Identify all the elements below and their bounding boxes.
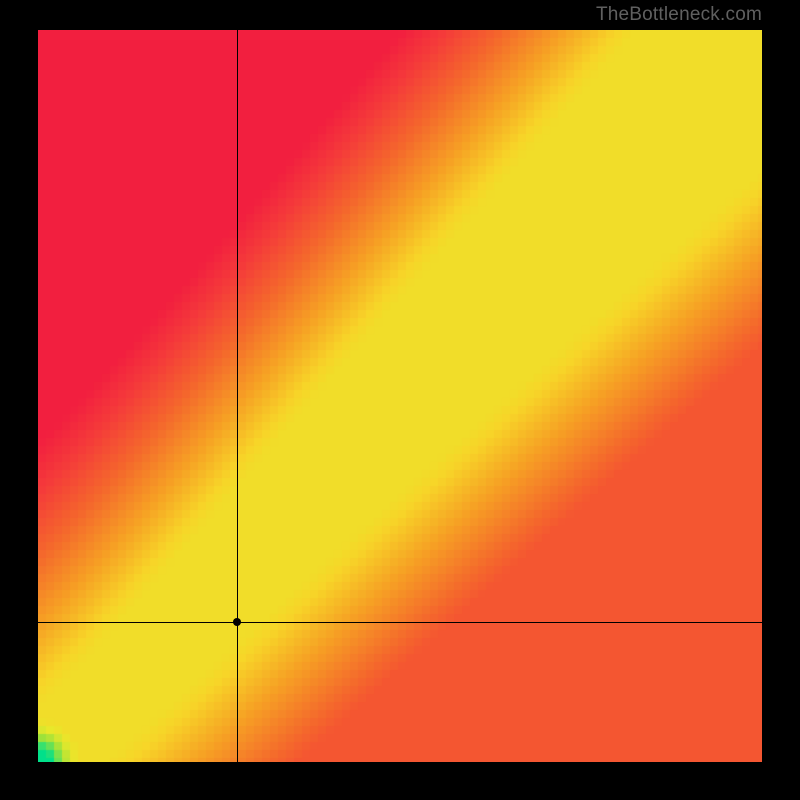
heatmap-canvas — [38, 30, 762, 762]
watermark-text: TheBottleneck.com — [596, 4, 762, 26]
crosshair-vertical — [237, 30, 238, 762]
bottleneck-heatmap — [38, 30, 762, 762]
crosshair-horizontal — [38, 622, 762, 623]
selection-marker — [233, 618, 241, 626]
